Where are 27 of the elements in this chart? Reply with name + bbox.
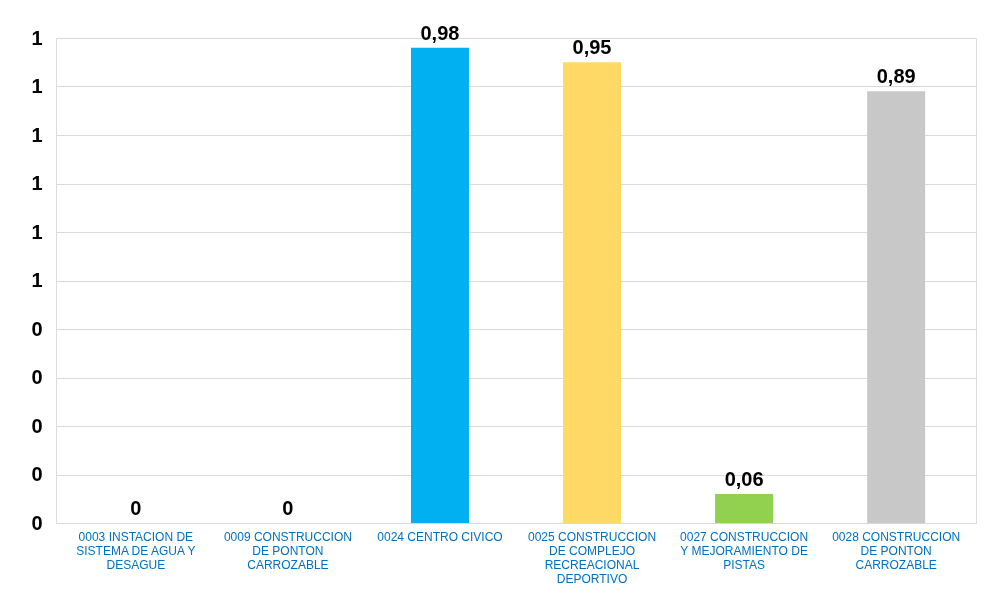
y-tick-label: 1 [31,123,43,146]
bar [715,493,774,523]
x-tick-label: 0028 CONSTRUCCION DE PONTON CARROZABLE [832,529,961,572]
y-tick-label: 1 [31,220,43,243]
y-tick-label: 0 [31,366,43,388]
y-tick-label: 0 [31,317,43,340]
y-tick-label: 1 [31,26,43,49]
y-tick-label: 0 [31,463,43,485]
x-tick-label: 0024 CENTRO CIVICO [377,529,503,544]
data-label: 0,89 [876,65,916,88]
bar [563,62,622,523]
data-label: 0,98 [420,21,460,44]
y-tick-label: 1 [31,75,43,97]
bar [410,47,469,523]
y-tick-label: 1 [31,269,43,291]
data-label: 0,95 [572,36,612,59]
x-tick-label: 0025 CONSTRUCCION DE COMPLEJO RECREACIONAL DEPORTIVO [528,529,657,586]
x-tick-label: 0009 CONSTRUCCION DE PONTON CARROZABLE [223,529,352,572]
x-tick-label: 0003 INSTACION DE SISTEMA DE AGUA Y DESAGUE [76,529,196,572]
y-tick-label: 1 [31,172,43,194]
data-label: 0 [282,497,294,519]
data-label: 0,06 [724,467,764,490]
y-tick-label: 0 [31,414,43,437]
data-label: 0 [130,497,142,519]
y-tick-label: 0 [31,511,43,534]
x-tick-label: 0027 CONSTRUCCION Y MEJORAMIENTO DE PISTAS [680,529,809,572]
bar [867,91,926,523]
